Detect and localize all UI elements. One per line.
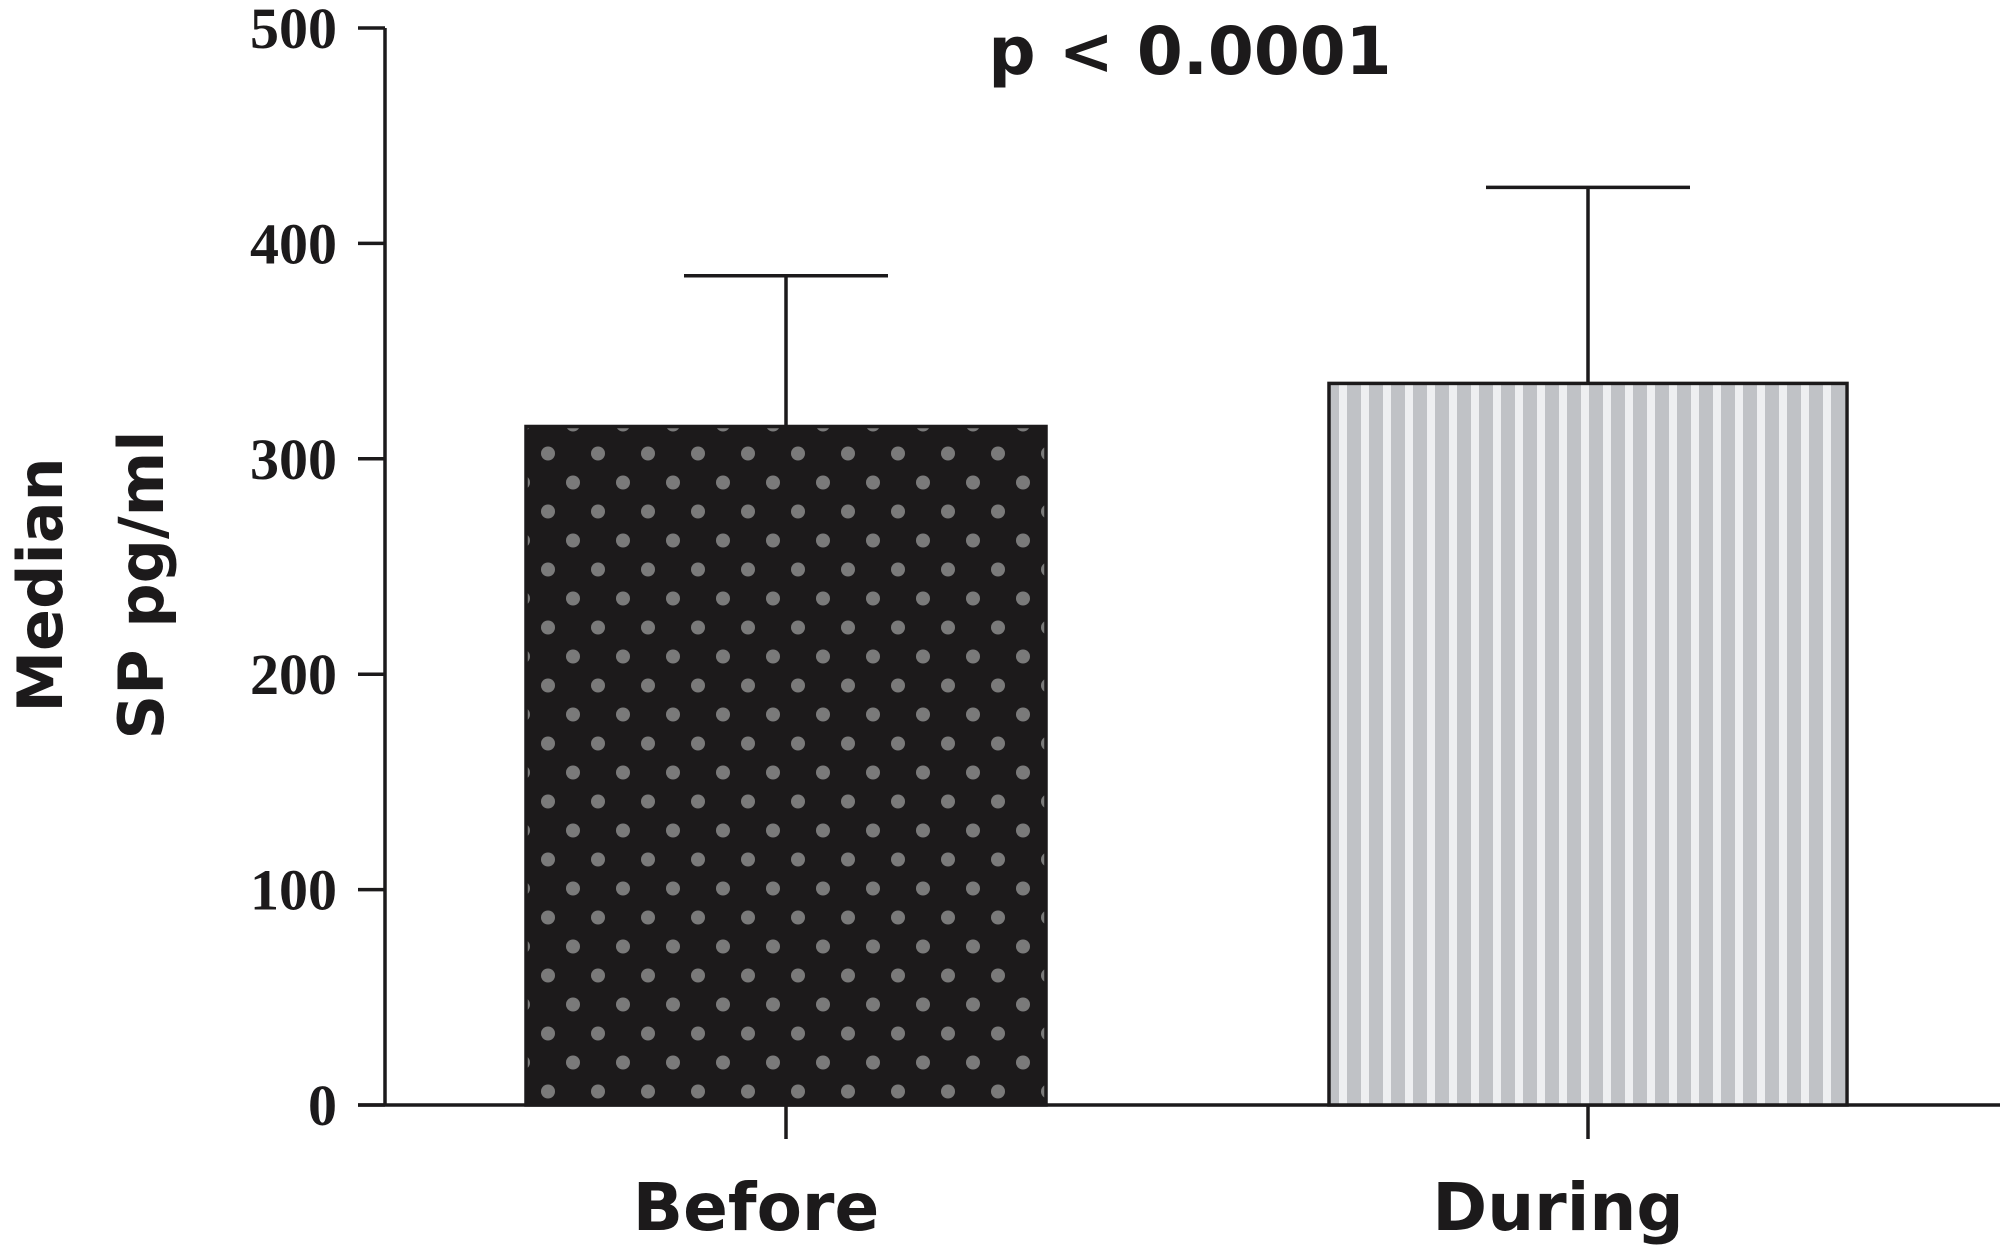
- error-bars: [684, 185, 1690, 427]
- y-axis-title-line-2: SP pg/ml: [105, 431, 178, 740]
- y-tick-label: 500: [250, 0, 337, 61]
- p-value-annotation: p < 0.0001: [988, 13, 1391, 90]
- bar-pattern: [526, 426, 1046, 1105]
- x-tick-label-before: Before: [633, 1169, 879, 1246]
- x-tick-label-during: During: [1432, 1169, 1683, 1246]
- bars: [524, 381, 1849, 1107]
- y-axis-title: Median SP pg/ml: [4, 431, 178, 740]
- y-tick-label: 400: [250, 211, 337, 276]
- y-tick-label: 0: [308, 1073, 337, 1138]
- bar-pattern: [1329, 383, 1847, 1105]
- error-bar-before: [684, 273, 888, 427]
- y-tick-label: 100: [250, 858, 337, 923]
- category-labels: Before During: [633, 1105, 1684, 1246]
- y-tick-label: 200: [250, 642, 337, 707]
- bar-during: [1327, 381, 1849, 1107]
- bar-before: [524, 424, 1048, 1107]
- y-axis-title-line-1: Median: [4, 457, 77, 712]
- y-ticks: 0 100 200 300 400 500: [250, 0, 385, 1138]
- error-bar-during: [1486, 185, 1690, 384]
- y-tick-label: 300: [250, 427, 337, 492]
